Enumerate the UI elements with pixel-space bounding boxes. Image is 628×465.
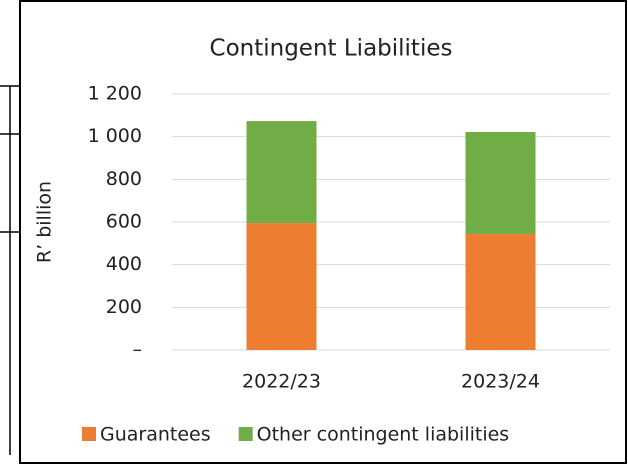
y-tick-label: –	[133, 339, 143, 361]
y-axis-label: R’ billion	[34, 181, 56, 263]
legend-swatch	[82, 427, 96, 441]
y-tick-label: 1 000	[88, 125, 142, 147]
y-tick-label: 400	[106, 253, 142, 275]
legend-label: Other contingent liabilities	[257, 424, 510, 446]
left-fragment	[0, 85, 20, 455]
bar-segment	[246, 223, 317, 350]
chart-title: Contingent Liabilities	[210, 36, 453, 62]
y-tick-label: 800	[106, 168, 142, 190]
y-tick-label: 600	[106, 211, 142, 233]
x-tick-label: 2023/24	[461, 371, 540, 393]
y-tick-label: 1 200	[88, 83, 142, 105]
y-tick-label: 200	[106, 296, 142, 318]
x-tick-label: 2022/23	[242, 371, 321, 393]
bar-segment	[465, 131, 536, 234]
legend-label: Guarantees	[100, 424, 211, 446]
legend-swatch	[238, 427, 253, 441]
bar-segment	[246, 121, 317, 224]
bar-segment	[465, 233, 536, 350]
